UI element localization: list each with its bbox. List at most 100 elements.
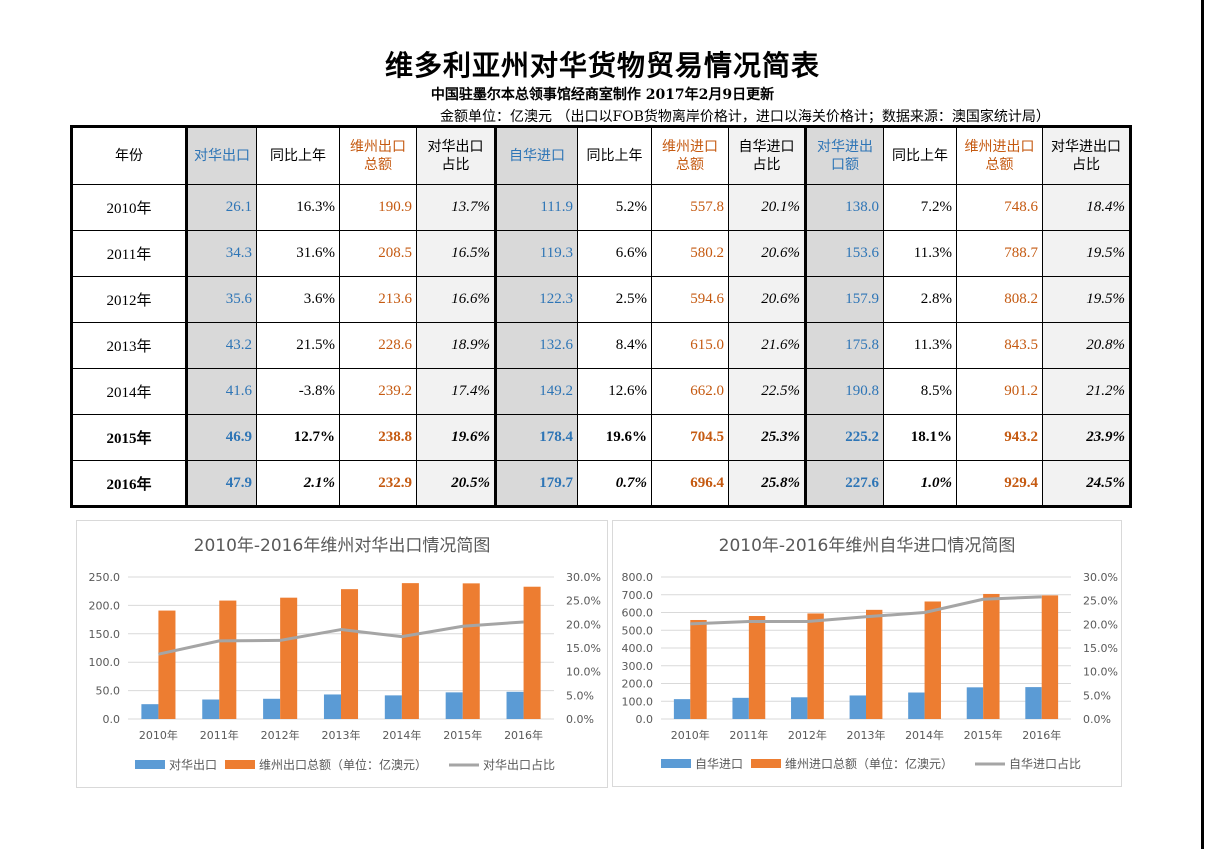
- bar-total: [748, 616, 766, 719]
- y-tick-label: 500.0: [622, 624, 654, 637]
- column-header-line: 同比上年: [586, 148, 643, 164]
- value-cell: 8.5%: [883, 368, 957, 415]
- value-cell: 213.6: [339, 276, 417, 323]
- unit-note: 金额单位：亿澳元 （出口以FOB货物离岸价格计，进口以海关价格计；数据来源：澳国…: [440, 109, 1050, 125]
- y2-tick-label: 20.0%: [566, 618, 601, 631]
- x-tick-label: 2012年: [788, 728, 827, 742]
- value-cell: 929.4: [956, 460, 1043, 507]
- legend-label: 对华出口: [169, 758, 217, 772]
- value-cell: 22.5%: [728, 368, 806, 415]
- y2-tick-label: 15.0%: [1083, 642, 1118, 655]
- value-cell: 13.7%: [416, 184, 496, 231]
- x-tick-label: 2012年: [261, 728, 300, 742]
- legend-swatch-total: [225, 760, 255, 769]
- value-cell: 21.6%: [728, 322, 806, 369]
- bar-china: [849, 695, 866, 719]
- column-header-line: 总额: [676, 157, 704, 173]
- page-subtitle: 中国驻墨尔本总领事馆经商室制作 2017年2月9日更新: [430, 87, 775, 103]
- import-chart: 2010年-2016年维州自华进口情况简图 0.0 100.0 200.0 300.0…: [612, 520, 1122, 787]
- legend-swatch-china: [135, 760, 165, 769]
- value-cell: 808.2: [956, 276, 1043, 323]
- year-cell: 2015年: [71, 414, 187, 461]
- bar-china: [323, 694, 341, 719]
- value-cell: 18.1%: [883, 414, 957, 461]
- value-cell: 0.7%: [577, 460, 652, 507]
- page-edge-line: [1201, 0, 1204, 849]
- column-header-line: 维州出口: [350, 139, 406, 155]
- y-tick-label: 700.0: [622, 589, 654, 602]
- x-tick-label: 2011年: [200, 728, 239, 742]
- bar-china: [1025, 687, 1042, 719]
- x-tick-label: 2013年: [847, 728, 886, 742]
- column-header-line: 自华进口: [738, 139, 795, 155]
- column-header: 同比上年: [883, 126, 957, 185]
- y2-tick-label: 20.0%: [1083, 618, 1118, 631]
- y2-tick-label: 15.0%: [566, 642, 601, 655]
- bar-total: [280, 597, 298, 719]
- column-header-line: 占比: [441, 157, 470, 173]
- bar-china: [908, 692, 925, 719]
- share-line: [690, 595, 1042, 626]
- bar-total: [401, 583, 419, 719]
- bar-china: [732, 697, 749, 719]
- y2-tick-label: 25.0%: [1083, 595, 1118, 608]
- value-cell: 34.3: [185, 230, 257, 277]
- y2-tick-label: 0.0%: [566, 713, 594, 726]
- column-header-line: 年份: [115, 148, 143, 164]
- bar-china: [445, 692, 463, 719]
- column-header: 自华进口: [494, 126, 578, 185]
- value-cell: 47.9: [185, 460, 257, 507]
- value-cell: 21.2%: [1042, 368, 1131, 415]
- value-cell: 1.0%: [883, 460, 957, 507]
- value-cell: 7.2%: [883, 184, 957, 231]
- year-cell: 2012年: [71, 276, 187, 323]
- value-cell: 696.4: [651, 460, 729, 507]
- y-tick-label: 0.0: [103, 713, 121, 726]
- x-tick-label: 2015年: [964, 728, 1003, 742]
- bar-total: [983, 593, 1000, 719]
- value-cell: 23.9%: [1042, 414, 1131, 461]
- value-cell: 2.8%: [883, 276, 957, 323]
- value-cell: 788.7: [956, 230, 1043, 277]
- value-cell: 132.6: [494, 322, 578, 369]
- value-cell: 111.9: [494, 184, 578, 231]
- column-header: 对华进出口 占比: [1042, 126, 1131, 185]
- value-cell: 5.2%: [577, 184, 652, 231]
- value-cell: 748.6: [956, 184, 1043, 231]
- legend-swatch-total: [751, 759, 781, 768]
- year-cell: 2010年: [71, 184, 187, 231]
- import-chart-svg: 0.0 100.0 200.0 300.0 400.0 500.0 600.0 700.0 80…: [622, 571, 1118, 771]
- bar-china: [673, 699, 691, 719]
- x-tick-label: 2015年: [443, 728, 482, 742]
- value-cell: 20.6%: [728, 276, 806, 323]
- year-cell: 2013年: [71, 322, 187, 369]
- value-cell: 19.6%: [577, 414, 652, 461]
- column-header-line: 口额: [831, 157, 859, 173]
- value-cell: 25.8%: [728, 460, 806, 507]
- value-cell: 615.0: [651, 322, 729, 369]
- value-cell: 16.6%: [416, 276, 496, 323]
- value-cell: 122.3: [494, 276, 578, 323]
- y-tick-label: 100.0: [622, 695, 654, 708]
- bar-china: [202, 699, 220, 719]
- value-cell: 157.9: [804, 276, 884, 323]
- value-cell: 12.7%: [256, 414, 340, 461]
- column-header-line: 同比上年: [270, 148, 326, 164]
- value-cell: 19.5%: [1042, 276, 1131, 323]
- y-tick-label: 50.0: [96, 685, 121, 698]
- column-header: 维州进口 总额: [651, 126, 729, 185]
- value-cell: 190.8: [804, 368, 884, 415]
- bar-total: [462, 583, 480, 719]
- value-cell: 46.9: [185, 414, 257, 461]
- value-cell: 704.5: [651, 414, 729, 461]
- value-cell: 238.8: [339, 414, 417, 461]
- y-tick-label: 600.0: [622, 607, 654, 620]
- y2-tick-label: 30.0%: [1083, 571, 1118, 584]
- y2-tick-label: 5.0%: [566, 689, 594, 702]
- y-tick-label: 100.0: [89, 656, 121, 669]
- value-cell: 21.5%: [256, 322, 340, 369]
- x-tick-label: 2010年: [671, 728, 710, 742]
- value-cell: 24.5%: [1042, 460, 1131, 507]
- value-cell: 26.1: [185, 184, 257, 231]
- legend-label: 自华进口: [695, 757, 743, 771]
